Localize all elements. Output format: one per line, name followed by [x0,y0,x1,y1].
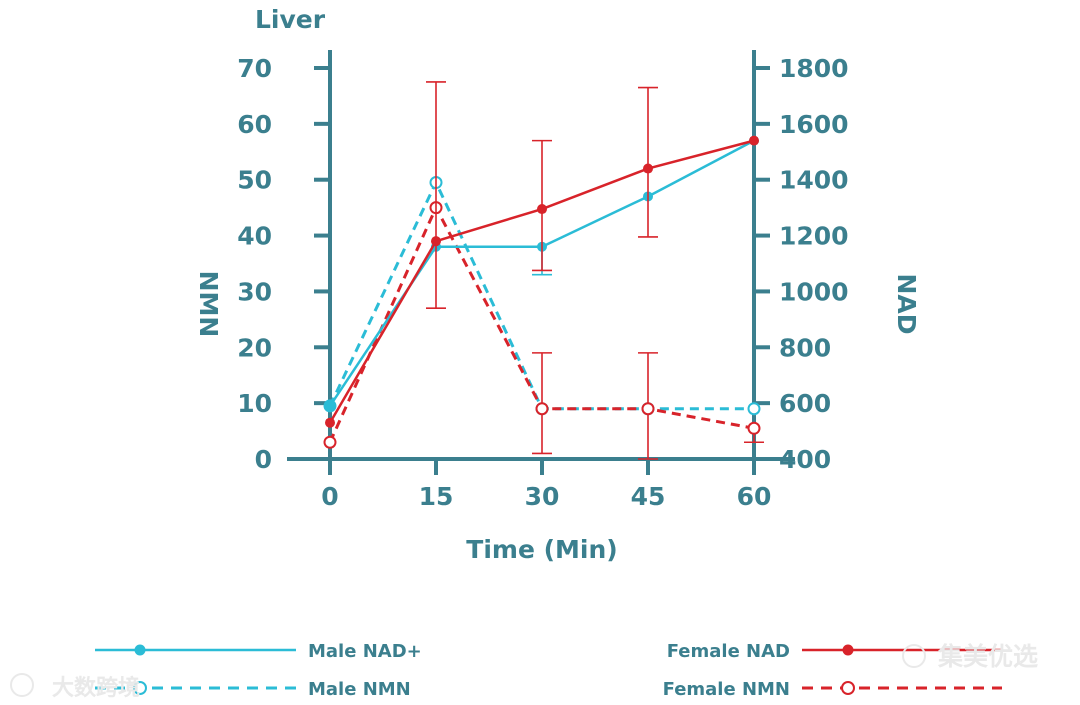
left-tick-label: 10 [237,389,272,418]
left-tick-label: 20 [237,333,272,362]
legend-item-male-nad: Male NAD+ [95,641,422,662]
series-female-nad [325,81,759,428]
axes: 0102030405060704006008001000120014001600… [237,50,849,511]
legend-label: Male NAD+ [308,641,422,662]
left-tick-label: 70 [237,54,272,83]
x-tick-label: 60 [737,482,772,511]
legend-item-female-nad: Female NAD [667,641,1002,662]
legend: Male NAD+ Male NMN Female NAD Female NMN [95,641,1002,700]
x-tick-label: 45 [631,482,666,511]
legend-marker [134,644,146,656]
x-tick-label: 30 [525,482,560,511]
right-tick-label: 1000 [779,277,849,306]
watermarks: 大数跨境 集美优选 [10,642,1038,701]
legend-label: Female NMN [663,679,790,700]
right-tick-label: 1400 [779,166,849,195]
chart-title: Liver [255,5,326,34]
wechat-icon [902,644,926,668]
data-point [535,402,549,416]
legend-marker [842,644,854,656]
left-tick-label: 60 [237,110,272,139]
right-tick-label: 1200 [779,222,849,251]
legend-marker [133,681,147,695]
right-tick-label: 800 [779,333,831,362]
data-point [643,163,653,174]
right-tick-label: 600 [779,389,831,418]
watermark-text: 集美优选 [937,642,1038,671]
data-point [747,421,761,435]
series-female-nmn [323,201,764,460]
left-tick-label: 30 [237,277,272,306]
left-tick-label: 0 [255,445,272,474]
left-tick-label: 40 [237,222,272,251]
legend-marker [841,681,855,695]
watermark-text: 大数跨境 [52,675,140,701]
data-point [641,402,655,416]
legend-label: Male NMN [308,679,411,700]
watermark-logo-icon [10,673,34,697]
legend-item-male-nmn: Male NMN [95,679,411,700]
left-axis-label: NMN [194,271,223,338]
data-point [747,402,761,416]
right-tick-label: 1600 [779,110,849,139]
legend-label: Female NAD [667,641,790,662]
x-axis-label: Time (Min) [466,535,617,564]
data-point [323,435,337,449]
right-tick-label: 400 [779,445,831,474]
left-tick-label: 50 [237,166,272,195]
legend-item-female-nmn: Female NMN [663,679,1002,700]
data-point [537,204,547,215]
right-tick-label: 1800 [779,54,849,83]
data-point [325,417,335,428]
data-point [431,236,441,247]
series-group [323,81,764,460]
right-axis-label: NAD [892,273,921,334]
data-point [325,400,335,411]
x-tick-label: 15 [419,482,454,511]
x-tick-label: 0 [321,482,338,511]
data-point [749,135,759,146]
